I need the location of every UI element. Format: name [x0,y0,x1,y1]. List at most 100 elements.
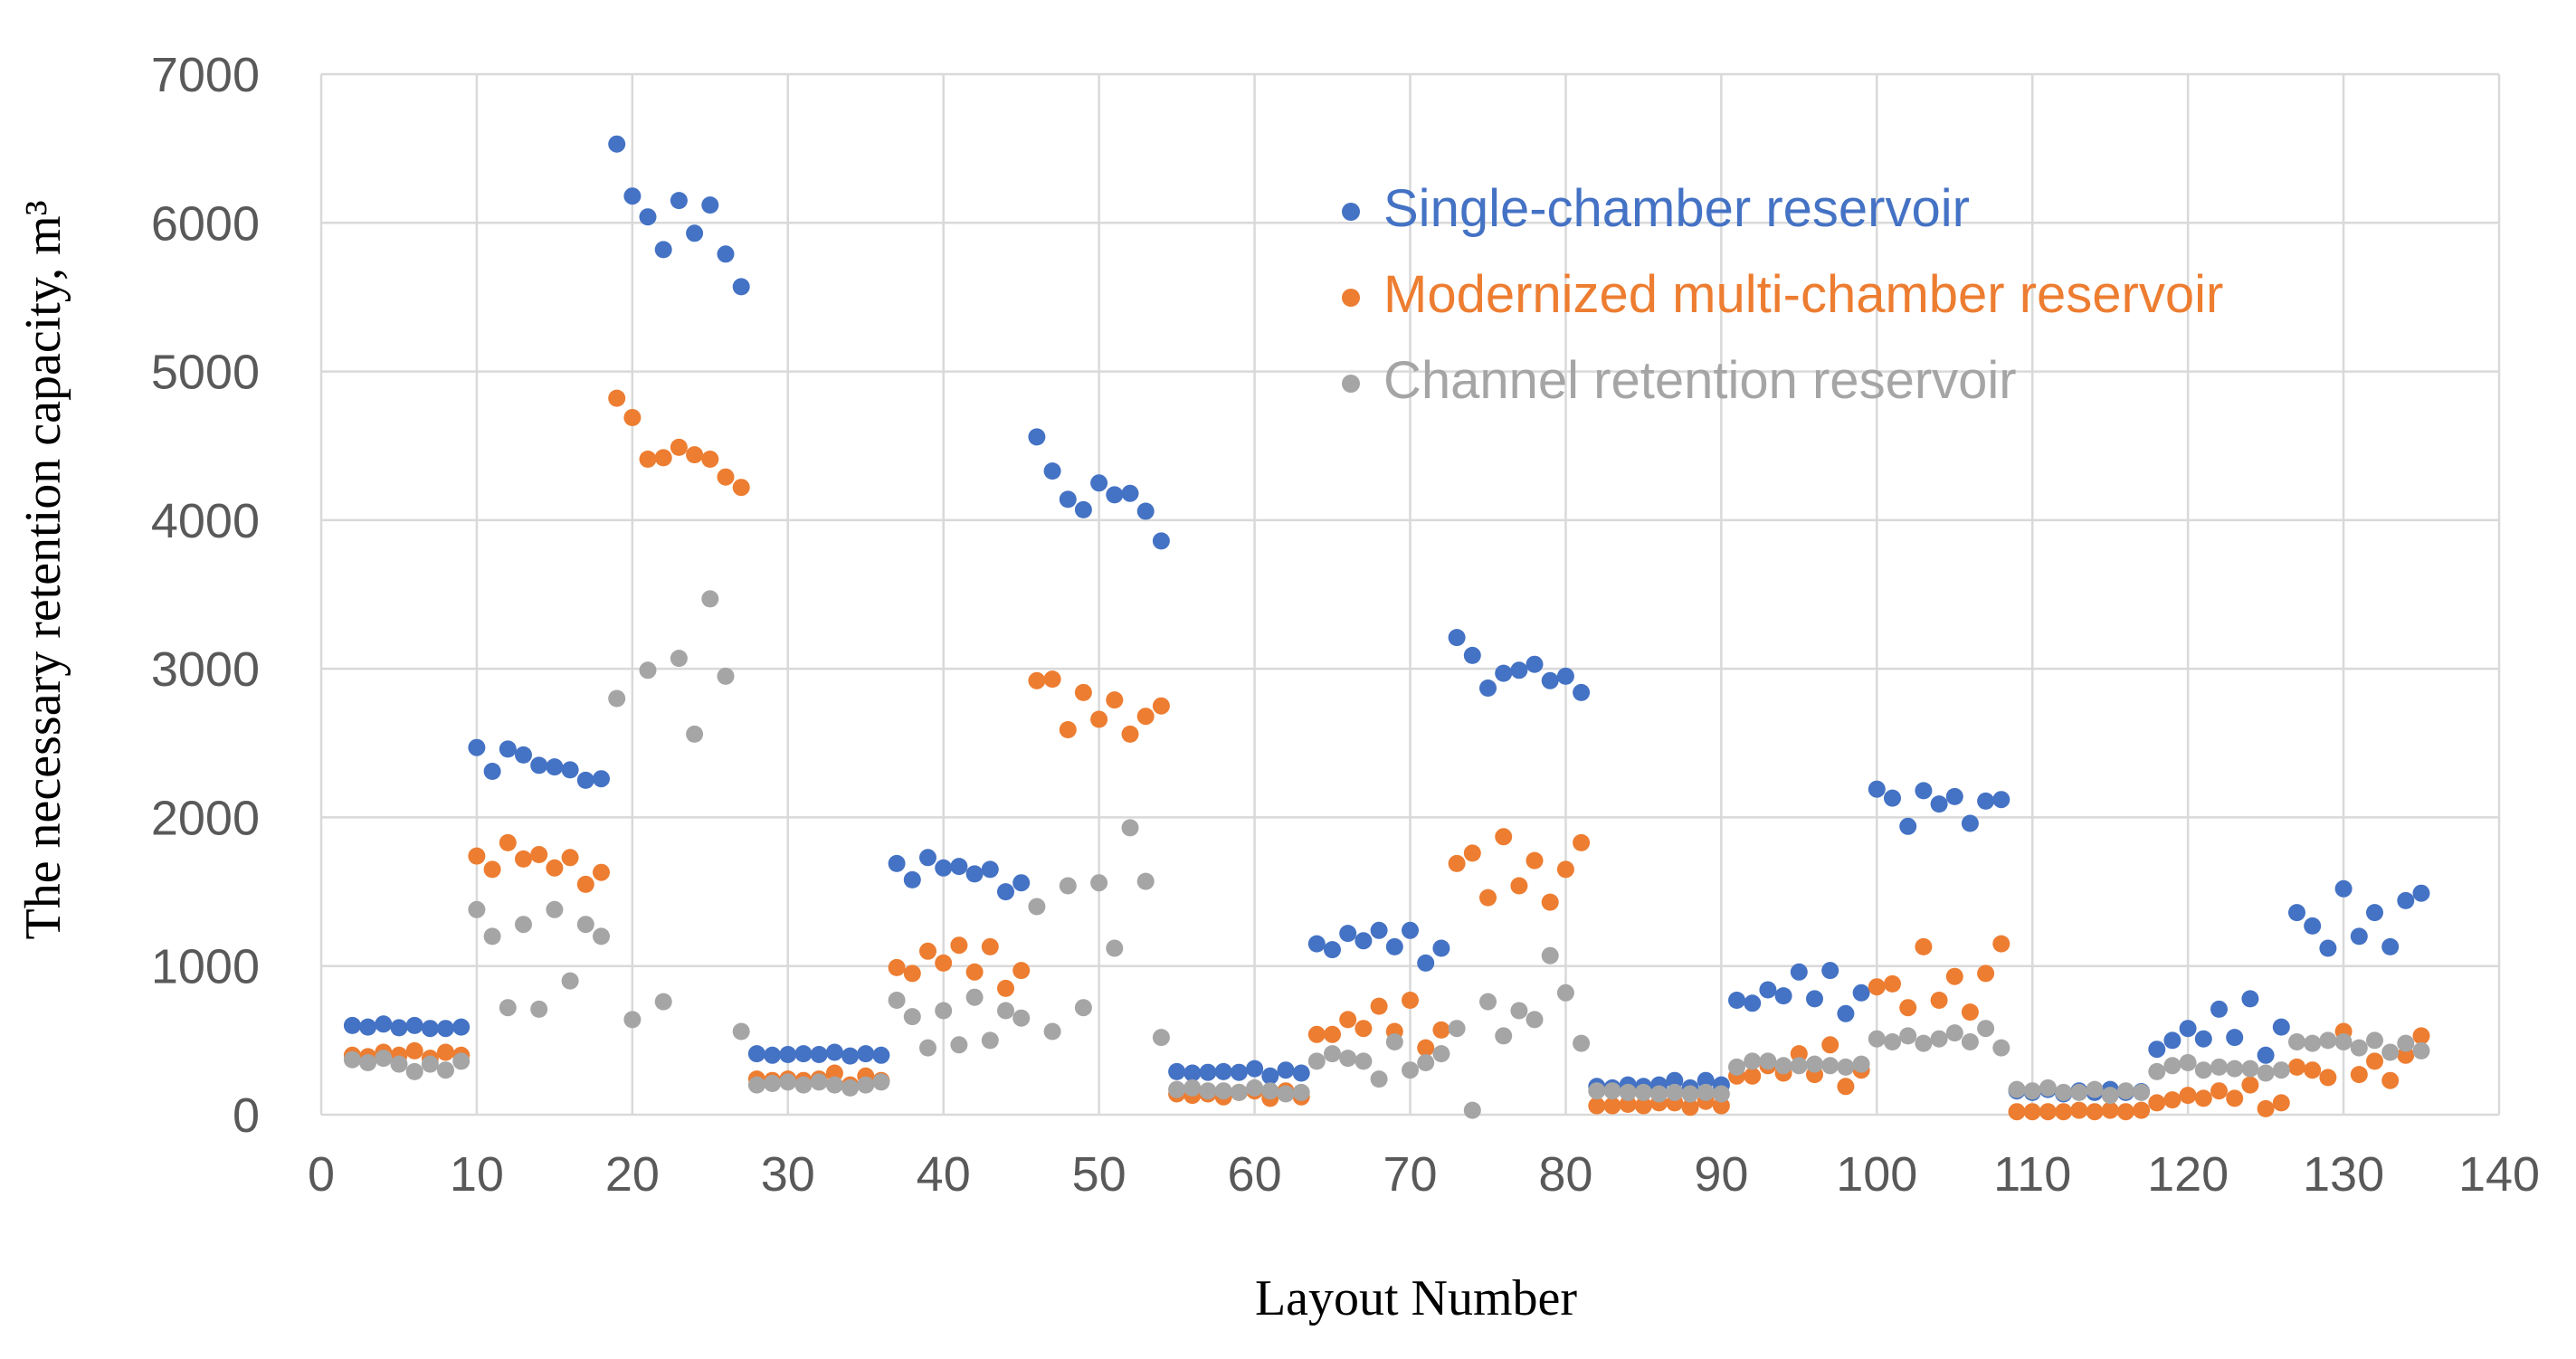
data-point-series-2 [1510,877,1528,895]
data-point-series-2 [468,847,486,865]
data-point-series-2 [2023,1103,2041,1121]
data-point-series-3 [1992,1039,2010,1057]
data-point-series-3 [1977,1020,1995,1038]
data-point-series-3 [1370,1070,1388,1088]
data-point-series-1 [1168,1062,1186,1080]
data-point-series-2 [2319,1069,2337,1087]
data-point-series-3 [1556,984,1574,1002]
data-point-series-3 [2070,1083,2088,1101]
data-point-series-3 [421,1055,439,1073]
data-point-series-1 [764,1046,782,1064]
data-point-series-1 [1074,500,1092,518]
data-point-series-2 [1930,992,1948,1009]
data-point-series-2 [2039,1103,2057,1121]
data-point-series-3 [764,1075,782,1092]
x-tick-label: 90 [1694,1147,1748,1202]
data-point-series-2 [732,479,750,497]
data-point-series-3 [2133,1083,2151,1101]
data-point-series-1 [1806,990,1823,1008]
data-point-series-2 [997,979,1014,997]
data-point-series-3 [1324,1045,1341,1063]
data-point-series-2 [2163,1091,2182,1109]
data-point-series-3 [1385,1033,1403,1050]
data-point-series-1 [2163,1031,2182,1050]
data-point-series-3 [1884,1033,1901,1050]
data-point-series-2 [1977,965,1995,983]
data-point-series-2 [2226,1089,2244,1107]
data-point-series-1 [1930,795,1948,813]
data-point-series-1 [1868,780,1886,798]
data-point-series-1 [1992,791,2010,809]
data-point-series-2 [654,449,672,467]
data-point-series-3 [1945,1024,1963,1042]
data-point-series-3 [1355,1052,1373,1070]
data-point-series-1 [1012,874,1031,892]
data-point-series-1 [2210,1000,2228,1018]
data-point-series-1 [1136,502,1155,520]
data-point-series-1 [405,1016,423,1034]
data-point-series-3 [483,927,501,946]
data-point-series-1 [2304,917,2322,935]
data-point-series-1 [841,1047,860,1065]
data-point-series-3 [546,900,564,918]
data-point-series-2 [2070,1101,2088,1119]
data-point-series-3 [1588,1082,1606,1100]
data-point-series-3 [857,1076,875,1094]
data-point-series-1 [2288,904,2305,922]
data-point-series-1 [593,770,610,788]
data-point-series-2 [1339,1011,1357,1029]
data-point-series-1 [1106,486,1124,504]
data-point-series-3 [1183,1079,1202,1097]
data-point-series-1 [561,761,579,779]
data-point-series-3 [1759,1052,1777,1070]
data-point-series-2 [1448,854,1466,872]
data-point-series-2 [2381,1071,2400,1089]
data-point-series-3 [1634,1083,1652,1101]
data-point-series-2 [405,1041,423,1060]
legend-marker-series-3 [1342,375,1360,393]
data-point-series-2 [2257,1099,2275,1117]
data-point-series-2 [2350,1066,2368,1084]
data-point-series-2 [1837,1078,1855,1096]
data-point-series-2 [825,1064,843,1082]
data-point-series-2 [593,863,610,881]
data-point-series-1 [1837,1004,1855,1022]
data-point-series-1 [1479,680,1497,697]
data-point-series-1 [2319,939,2337,957]
legend-marker-series-1 [1342,203,1360,221]
data-point-series-2 [437,1043,454,1061]
data-point-series-3 [2381,1043,2400,1061]
data-point-series-2 [1603,1097,1621,1115]
y-tick-label: 3000 [151,642,260,697]
data-point-series-2 [608,389,626,407]
data-point-series-2 [1402,992,1419,1009]
data-point-series-1 [825,1043,843,1061]
data-point-series-3 [1246,1079,1264,1097]
data-point-series-3 [515,916,532,934]
x-tick-label: 130 [2303,1147,2384,1202]
data-point-series-2 [888,958,906,976]
data-point-series-3 [1417,1054,1435,1071]
data-point-series-1 [1744,994,1762,1012]
data-point-series-2 [2241,1076,2259,1094]
data-point-series-1 [903,870,921,889]
data-point-series-1 [2350,927,2368,946]
data-point-series-3 [530,1000,548,1018]
data-point-series-1 [732,278,750,296]
x-tick-label: 70 [1383,1147,1437,1202]
data-point-series-3 [1526,1011,1544,1029]
data-point-series-1 [437,1020,454,1038]
gridlines [319,72,2501,1117]
legend-label-series-1: Single-chamber reservoir [1383,179,1970,238]
data-point-series-3 [686,725,704,743]
data-point-series-1 [2366,904,2383,922]
data-point-series-2 [1012,962,1031,980]
data-point-series-3 [390,1055,408,1073]
data-point-series-2 [1634,1097,1652,1115]
data-point-series-3 [841,1079,860,1097]
data-point-series-2 [1588,1097,1606,1115]
data-point-series-1 [499,740,517,758]
data-point-series-3 [1744,1052,1762,1070]
